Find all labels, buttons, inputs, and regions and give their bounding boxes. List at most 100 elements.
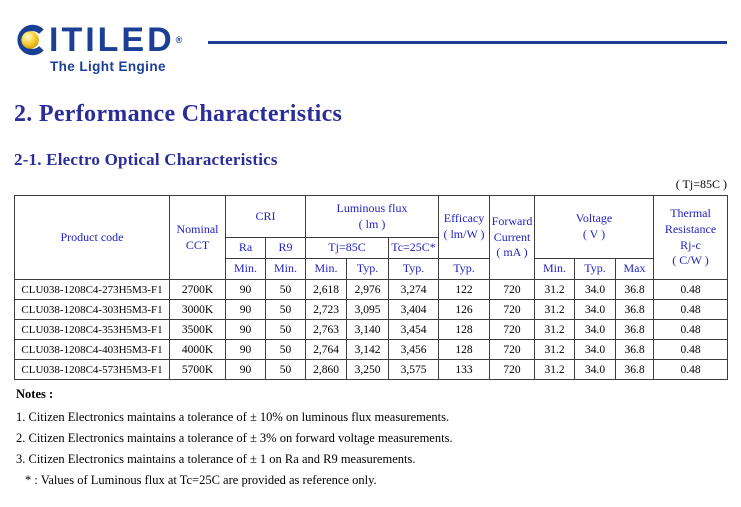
table-row: CLU038-1208C4-573H5M3-F1 5700K 90 50 2,8…: [14, 359, 729, 380]
cell-flux-tc25-typ: 3,454: [388, 319, 440, 340]
cell-nominal-cct: 3500K: [169, 319, 226, 340]
cell-voltage-min: 31.2: [534, 339, 576, 360]
note-item-2: 2. Citizen Electronics maintains a toler…: [16, 431, 453, 445]
cell-flux-tc25-typ: 3,575: [388, 359, 440, 380]
header-ra-min: Min.: [225, 258, 266, 280]
table-row: CLU038-1208C4-353H5M3-F1 3500K 90 50 2,7…: [14, 319, 729, 340]
cell-efficacy-typ: 128: [438, 319, 491, 340]
junction-temp-condition: ( Tj=85C ): [675, 177, 727, 191]
cell-r9-min: 50: [264, 319, 307, 340]
cell-efficacy-typ: 122: [438, 279, 491, 300]
cell-nominal-cct: 5700K: [169, 359, 226, 380]
cell-voltage-max: 36.8: [615, 319, 655, 340]
cell-flux-tj85-min: 2,763: [305, 319, 348, 340]
header-flux-tj85-min: Min.: [305, 258, 348, 280]
cell-product-code: CLU038-1208C4-353H5M3-F1: [14, 319, 170, 340]
cell-voltage-min: 31.2: [534, 319, 576, 340]
notes-section: Notes : 1. Citizen Electronics maintains…: [16, 387, 741, 491]
logo-c-ball-icon: [17, 24, 44, 56]
header-r9-min: Min.: [264, 258, 307, 280]
section-subtitle: 2-1. Electro Optical Characteristics: [14, 150, 278, 169]
citiled-logo: ITILED ® The Light Engine: [16, 21, 182, 74]
table-row: CLU038-1208C4-273H5M3-F1 2700K 90 50 2,6…: [14, 279, 729, 300]
note-item-asterisk: * : Values of Luminous flux at Tc=25C ar…: [25, 473, 377, 487]
cell-rjc: 0.48: [653, 279, 729, 300]
header-efficacy: Efficacy ( lm/W ): [438, 195, 491, 259]
cell-flux-tj85-min: 2,860: [305, 359, 348, 380]
cell-product-code: CLU038-1208C4-403H5M3-F1: [14, 339, 170, 360]
header-voltage-typ: Typ.: [574, 258, 617, 280]
header-forward-current: Forward Current ( mA ): [489, 195, 536, 280]
cell-flux-tj85-typ: 3,250: [346, 359, 390, 380]
page-header: ITILED ® The Light Engine: [0, 0, 741, 74]
cell-flux-tc25-typ: 3,274: [388, 279, 440, 300]
cell-product-code: CLU038-1208C4-303H5M3-F1: [14, 299, 170, 320]
cell-rjc: 0.48: [653, 319, 729, 340]
cell-voltage-min: 31.2: [534, 279, 576, 300]
header-voltage-max: Max: [615, 258, 655, 280]
header-product-code: Product code: [14, 195, 170, 280]
table-row: CLU038-1208C4-303H5M3-F1 3000K 90 50 2,7…: [14, 299, 729, 320]
cell-flux-tc25-typ: 3,456: [388, 339, 440, 360]
cell-voltage-max: 36.8: [615, 279, 655, 300]
cell-ra-min: 90: [225, 339, 266, 360]
cell-ra-min: 90: [225, 279, 266, 300]
header-row-1: Product code Nominal CCT CRI Luminous fl…: [14, 195, 729, 280]
cell-voltage-max: 36.8: [615, 299, 655, 320]
cell-r9-min: 50: [264, 339, 307, 360]
header-voltage: Voltage ( V ): [534, 195, 655, 259]
header-r9: R9: [264, 237, 307, 259]
cell-rjc: 0.48: [653, 359, 729, 380]
cell-nominal-cct: 2700K: [169, 279, 226, 300]
header-flux-tc25-typ: Typ.: [388, 258, 440, 280]
header-luminous-flux: Luminous flux ( lm ): [305, 195, 440, 238]
header-efficacy-typ: Typ.: [438, 258, 491, 280]
cell-flux-tj85-min: 2,618: [305, 279, 348, 300]
header-rule: [208, 41, 727, 44]
cell-forward-current: 720: [489, 359, 536, 380]
cell-flux-tj85-typ: 3,095: [346, 299, 390, 320]
cell-rjc: 0.48: [653, 339, 729, 360]
cell-flux-tj85-typ: 3,140: [346, 319, 390, 340]
cell-voltage-typ: 34.0: [574, 279, 617, 300]
cell-efficacy-typ: 133: [438, 359, 491, 380]
cell-efficacy-typ: 126: [438, 299, 491, 320]
header-tc25c: Tc=25C*: [388, 237, 440, 259]
cell-r9-min: 50: [264, 299, 307, 320]
cell-ra-min: 90: [225, 319, 266, 340]
header-thermal-resistance: Thermal Resistance Rj-c ( C/W ): [653, 195, 729, 280]
cell-forward-current: 720: [489, 279, 536, 300]
cell-forward-current: 720: [489, 339, 536, 360]
cell-flux-tj85-typ: 3,142: [346, 339, 390, 360]
cell-ra-min: 90: [225, 299, 266, 320]
page-title: 2. Performance Characteristics: [14, 101, 343, 127]
electro-optical-table: Product code Nominal CCT CRI Luminous fl…: [14, 195, 729, 380]
cell-efficacy-typ: 128: [438, 339, 491, 360]
brand-wordmark: ITILED ®: [16, 21, 182, 59]
cell-voltage-typ: 34.0: [574, 339, 617, 360]
cell-flux-tj85-min: 2,764: [305, 339, 348, 360]
cell-flux-tj85-typ: 2,976: [346, 279, 390, 300]
cell-voltage-typ: 34.0: [574, 299, 617, 320]
cell-nominal-cct: 4000K: [169, 339, 226, 360]
notes-heading: Notes :: [16, 387, 54, 401]
cell-flux-tc25-typ: 3,404: [388, 299, 440, 320]
header-nominal-cct: Nominal CCT: [169, 195, 226, 280]
cell-forward-current: 720: [489, 299, 536, 320]
cell-voltage-typ: 34.0: [574, 319, 617, 340]
cell-voltage-max: 36.8: [615, 339, 655, 360]
brand-tagline: The Light Engine: [50, 59, 166, 74]
cell-r9-min: 50: [264, 359, 307, 380]
cell-voltage-min: 31.2: [534, 359, 576, 380]
header-voltage-min: Min.: [534, 258, 576, 280]
note-item-1: 1. Citizen Electronics maintains a toler…: [16, 410, 450, 424]
cell-voltage-max: 36.8: [615, 359, 655, 380]
cell-flux-tj85-min: 2,723: [305, 299, 348, 320]
cell-nominal-cct: 3000K: [169, 299, 226, 320]
brand-text: ITILED: [49, 21, 175, 59]
note-item-3: 3. Citizen Electronics maintains a toler…: [16, 452, 416, 466]
table-row: CLU038-1208C4-403H5M3-F1 4000K 90 50 2,7…: [14, 339, 729, 360]
cell-voltage-typ: 34.0: [574, 359, 617, 380]
cell-product-code: CLU038-1208C4-273H5M3-F1: [14, 279, 170, 300]
cell-ra-min: 90: [225, 359, 266, 380]
